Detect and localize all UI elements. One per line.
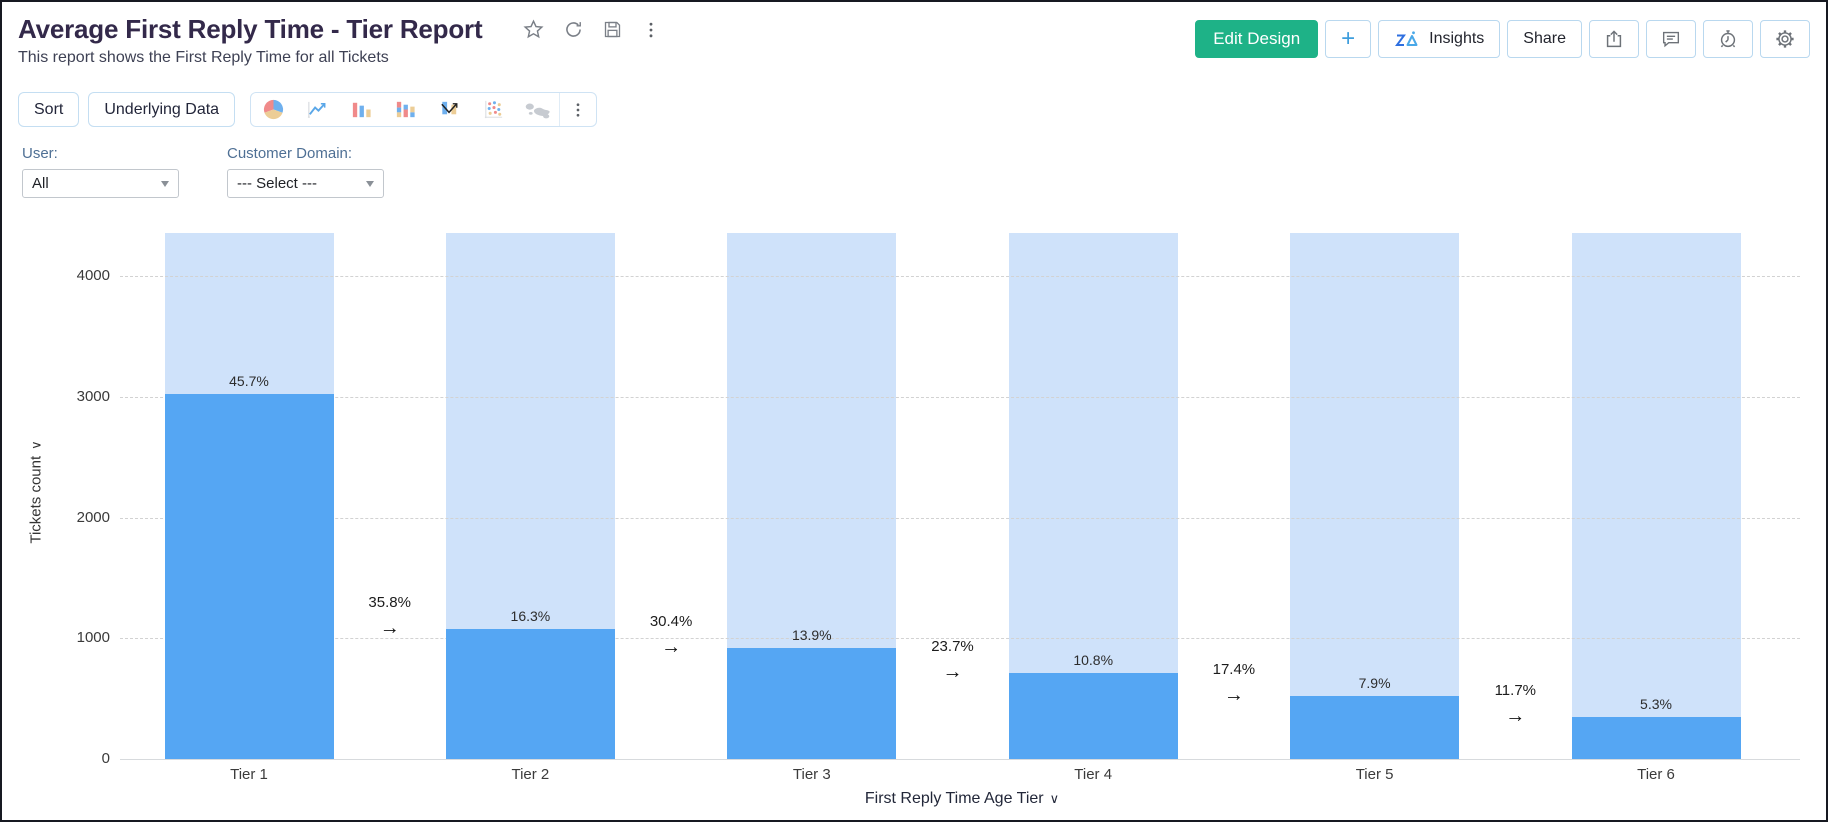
user-filter: User: All (22, 145, 179, 198)
x-tick-label: Tier 5 (1355, 766, 1394, 783)
right-arrow-icon: → (661, 635, 682, 658)
refresh-icon[interactable] (563, 19, 584, 40)
export-icon (1603, 28, 1625, 50)
filter-bar: User: All Customer Domain: --- Select --… (22, 145, 384, 198)
bar-value-label: 16.3% (510, 607, 551, 624)
gridline-2000 (120, 517, 1800, 519)
zia-icon (1394, 29, 1421, 50)
bar-background-tier-6[interactable] (1571, 233, 1741, 759)
report-header: Average First Reply Time - Tier Report T… (18, 14, 661, 67)
right-arrow-icon: → (1505, 704, 1526, 727)
chart-type-toolbar (250, 92, 598, 127)
transition-label: 35.8% (368, 593, 411, 611)
y-tick-label: 3000 (76, 387, 110, 405)
pie-chart-icon[interactable] (251, 93, 295, 126)
right-arrow-icon: → (379, 616, 400, 639)
y-tick-label: 4000 (76, 267, 110, 284)
transition-label: 30.4% (649, 612, 693, 630)
gear-icon (1774, 28, 1796, 50)
x-axis-title[interactable]: First Reply Time Age Tier ∨ (864, 790, 1060, 807)
right-arrow-icon: → (942, 660, 963, 683)
gridline-3000 (120, 396, 1800, 398)
comment-icon (1660, 28, 1682, 50)
bar-value-label: 10.8% (1073, 651, 1114, 668)
transition-label: 17.4% (1212, 660, 1256, 678)
plus-icon: + (1341, 25, 1356, 52)
bar-tier-4[interactable] (1008, 672, 1178, 759)
favorite-icon[interactable] (522, 18, 545, 41)
bar-chart-icon[interactable] (339, 93, 383, 126)
customer-domain-filter-value: --- Select --- (237, 175, 317, 192)
x-tick-label: Tier 6 (1637, 766, 1675, 783)
right-arrow-icon: → (1223, 683, 1244, 706)
insights-button[interactable]: Insights (1378, 20, 1501, 58)
toolbar-divider (559, 93, 561, 126)
customer-domain-filter: Customer Domain: --- Select --- (227, 145, 384, 198)
gridline-1000 (120, 638, 1800, 640)
customer-domain-filter-select[interactable]: --- Select --- (227, 169, 384, 198)
customer-domain-filter-label: Customer Domain: (227, 145, 353, 162)
bar-value-label: 5.3% (1640, 695, 1672, 712)
export-button[interactable] (1589, 20, 1639, 58)
bar-tier-1[interactable] (164, 393, 334, 759)
chevron-down-icon (161, 180, 169, 187)
more-chart-types-icon[interactable] (560, 93, 596, 126)
report-toolbar: Sort Underlying Data (18, 92, 598, 127)
y-tick-label: 2000 (76, 508, 110, 526)
chevron-down-icon (366, 180, 374, 187)
edit-design-button[interactable]: Edit Design (1195, 20, 1319, 58)
settings-button[interactable] (1760, 20, 1810, 58)
x-axis-line (120, 759, 1800, 760)
page-title: Average First Reply Time - Tier Report (18, 14, 483, 44)
map-chart-icon[interactable] (515, 93, 559, 126)
candlestick-chart-icon[interactable] (427, 93, 471, 126)
scatter-chart-icon[interactable] (471, 93, 515, 126)
bar-tier-6[interactable] (1571, 716, 1741, 759)
comment-button[interactable] (1646, 20, 1696, 58)
bar-value-label: 7.9% (1358, 674, 1391, 691)
x-tick-label: Tier 4 (1074, 766, 1113, 783)
user-filter-select[interactable]: All (22, 169, 179, 198)
report-description: This report shows the First Reply Time f… (18, 49, 389, 66)
y-tick-label: 0 (101, 750, 110, 767)
user-filter-label: User: (22, 145, 58, 162)
transition-label: 23.7% (931, 637, 974, 655)
bar-value-label: 13.9% (791, 626, 832, 643)
line-chart-icon[interactable] (295, 93, 339, 126)
y-axis-title[interactable]: Tickets count∨ (27, 440, 45, 544)
bar-value-label: 45.7% (229, 372, 269, 389)
add-button[interactable]: + (1325, 20, 1372, 58)
stacked-bar-chart-icon[interactable] (383, 93, 427, 126)
bar-tier-2[interactable] (445, 628, 615, 759)
bar-background-tier-5[interactable] (1290, 233, 1460, 759)
bar-tier-5[interactable] (1290, 695, 1460, 759)
transition-label: 11.7% (1494, 681, 1536, 699)
save-icon[interactable] (602, 19, 623, 40)
chevron-down-icon: ∨ (1049, 791, 1060, 806)
x-tick-label: Tier 2 (511, 766, 550, 783)
chevron-icon: ∨ (28, 440, 44, 450)
share-button[interactable]: Share (1507, 20, 1582, 58)
user-filter-value: All (32, 175, 49, 192)
y-tick-label: 1000 (76, 629, 110, 647)
alerts-button[interactable] (1703, 20, 1753, 58)
x-tick-label: Tier 1 (230, 766, 268, 783)
x-tick-label: Tier 3 (792, 766, 831, 783)
bar-tier-3[interactable] (727, 647, 897, 759)
header-actions: Edit Design + Insights Share (1195, 20, 1810, 58)
gridline-4000 (120, 276, 1800, 277)
alarm-icon (1717, 28, 1739, 50)
bar-background-tier-4[interactable] (1008, 233, 1178, 759)
more-options-icon[interactable] (641, 20, 661, 40)
underlying-data-button[interactable]: Underlying Data (88, 92, 236, 127)
sort-button[interactable]: Sort (18, 92, 80, 127)
